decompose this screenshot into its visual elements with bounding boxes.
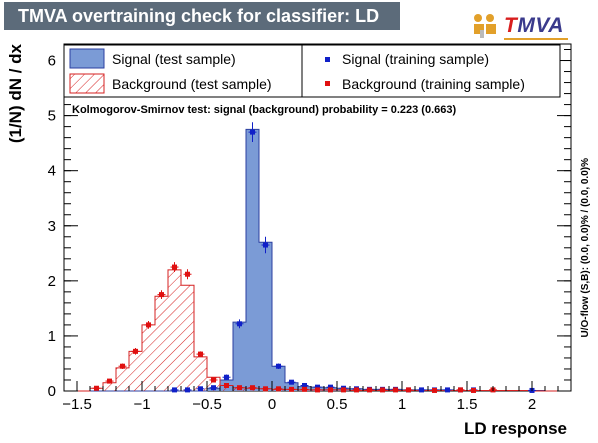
overflow-annotation: U/O-flow (S,B): (0.0, 0.0)% / (0.0, 0.0)…	[580, 158, 591, 338]
signal-training-points	[170, 122, 536, 393]
background-training-point	[289, 386, 294, 392]
signal-training-point	[185, 387, 190, 393]
x-tick-label: 0	[268, 396, 276, 413]
legend-swatch-signal-test	[69, 48, 105, 69]
background-training-point	[367, 387, 372, 393]
background-training-point	[120, 363, 125, 369]
background-training-point	[94, 385, 99, 391]
background-training-point	[107, 378, 112, 384]
background-training-point	[237, 385, 242, 391]
signal-training-point	[289, 379, 294, 385]
background-training-point	[341, 387, 346, 393]
background-training-point	[315, 387, 320, 393]
background-training-point	[185, 271, 190, 277]
background-test-bar	[194, 356, 207, 391]
y-tick-label: 1	[48, 328, 56, 345]
background-training-point	[354, 387, 359, 393]
background-test-bar	[129, 351, 142, 391]
background-training-point	[159, 292, 164, 298]
tmva-logo-text: MVA	[517, 14, 564, 37]
signal-training-point	[419, 387, 424, 393]
signal-test-bar	[233, 322, 246, 391]
background-test-bar	[168, 269, 181, 391]
signal-test-bar	[259, 242, 272, 391]
signal-test-bar	[246, 129, 259, 391]
background-training-point	[250, 385, 255, 391]
background-training-point	[432, 387, 437, 393]
background-training-point	[146, 322, 151, 328]
x-tick-label: 0.5	[327, 396, 348, 413]
signal-training-point	[172, 387, 177, 393]
x-tick-label: 1	[398, 396, 406, 413]
axes: −1.5 −1 −0.5 0 0.5 1 1.5 2 0 1 2 3 4 5 6	[48, 44, 572, 413]
signal-training-point	[302, 382, 307, 388]
y-tick-label: 5	[48, 108, 56, 125]
x-tick-label: −1.5	[62, 396, 92, 413]
ks-test-annotation: Kolmogorov-Smirnov test: signal (backgro…	[72, 104, 456, 116]
background-training-point	[276, 386, 281, 392]
background-test-bar	[142, 324, 155, 391]
background-training-point	[458, 387, 463, 393]
signal-training-point	[315, 384, 320, 390]
signal-training-point	[224, 374, 229, 380]
plot-title: TMVA overtraining check for classifier: …	[4, 2, 400, 30]
x-tick-label: −0.5	[192, 396, 222, 413]
background-training-point	[471, 387, 476, 393]
background-training-point	[406, 387, 411, 393]
x-tick-label: 2	[528, 396, 536, 413]
legend-marker-background-training	[325, 81, 330, 86]
background-training-point	[263, 386, 268, 392]
background-test-histogram	[64, 269, 571, 392]
legend-swatch-background-test	[69, 73, 105, 94]
y-tick-label: 3	[48, 218, 56, 235]
legend-label-background-training: Background (training sample)	[342, 76, 525, 92]
y-tick-label: 2	[48, 273, 56, 290]
background-training-point	[393, 387, 398, 393]
signal-training-point	[237, 321, 242, 327]
background-test-bar	[181, 285, 194, 391]
legend-marker-signal-training	[325, 57, 330, 62]
signal-training-point	[198, 386, 203, 392]
y-tick-label: 0	[48, 383, 56, 400]
signal-test-bar	[272, 366, 285, 391]
background-training-point	[211, 377, 216, 383]
background-training-point	[224, 382, 229, 388]
background-training-point	[380, 387, 385, 393]
x-tick-label: −1	[133, 396, 150, 413]
background-training-point	[328, 387, 333, 393]
x-tick-label: 1.5	[457, 396, 478, 413]
x-axis-label: LD response	[464, 419, 567, 438]
signal-training-point	[276, 363, 281, 369]
background-test-bar	[220, 385, 233, 391]
legend-label-background-test: Background (test sample)	[112, 76, 272, 92]
signal-training-point	[445, 387, 450, 393]
legend-label-signal-test: Signal (test sample)	[112, 51, 236, 67]
tmva-logo-accent: T	[504, 14, 518, 37]
tmva-logo: TMVA	[470, 12, 570, 40]
legend-box-right	[301, 44, 561, 98]
legend: Signal (test sample) Background (test sa…	[63, 44, 561, 98]
background-training-point	[133, 348, 138, 354]
signal-training-point	[328, 384, 333, 390]
tmva-logo-icon	[474, 14, 496, 38]
background-training-point	[302, 386, 307, 392]
signal-training-point	[263, 242, 268, 248]
y-tick-label: 6	[48, 53, 56, 70]
signal-training-point	[211, 385, 216, 391]
y-axis-label: (1/N) dN / dx	[6, 43, 25, 143]
background-test-bar	[155, 296, 168, 391]
background-test-bar	[116, 367, 129, 391]
legend-label-signal-training: Signal (training sample)	[342, 51, 489, 67]
y-tick-label: 4	[48, 163, 56, 180]
background-training-point	[198, 351, 203, 357]
signal-training-point	[250, 129, 255, 135]
background-test-bar	[103, 382, 116, 391]
background-training-point	[172, 264, 177, 270]
